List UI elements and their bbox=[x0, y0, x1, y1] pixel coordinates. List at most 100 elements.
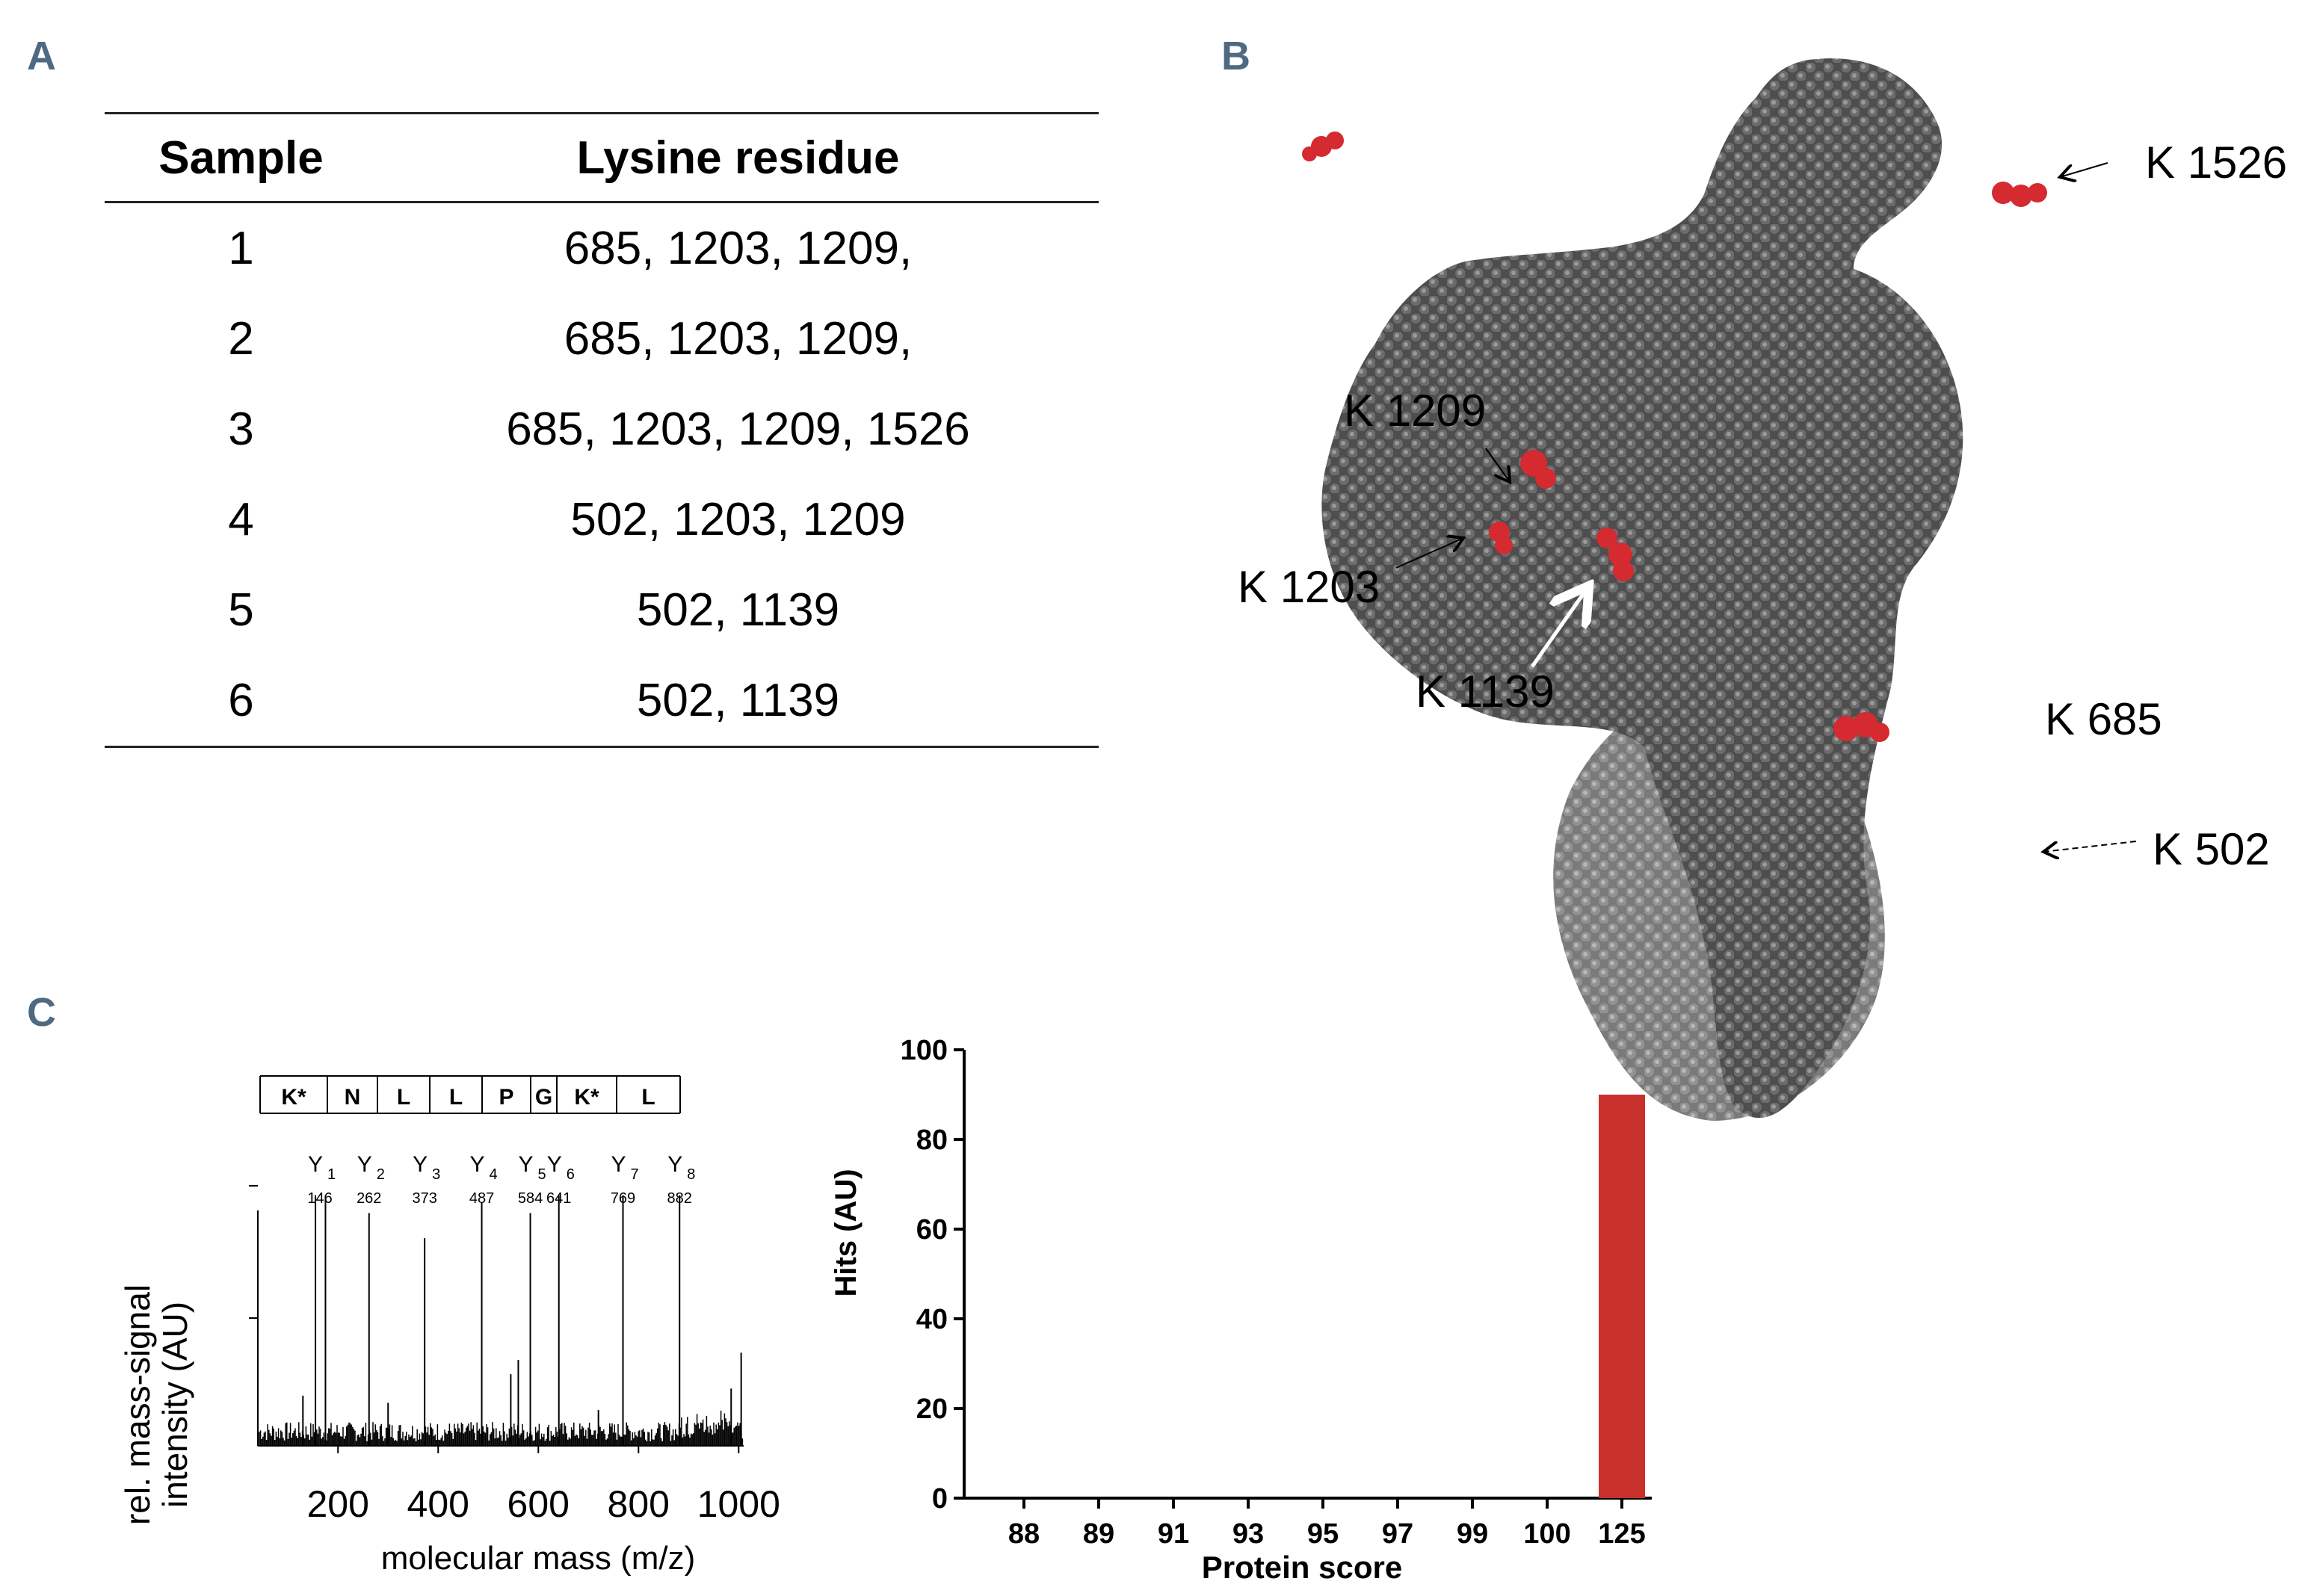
cell-sample: 5 bbox=[228, 584, 254, 636]
bar-x-axis: 88 89 91 93 95 97 99 100 125 bbox=[964, 1497, 1652, 1550]
cell-sample: 3 bbox=[228, 403, 254, 455]
cell-sample: 1 bbox=[228, 223, 254, 274]
table-row: 3 685, 1203, 1209, 1526 bbox=[105, 384, 1099, 474]
mass-spectrum: rel. mass-signal intensity (AU) K* N L L P G K… bbox=[118, 1075, 780, 1577]
y-ion-subscript: 5 bbox=[538, 1166, 546, 1183]
label-k502: K 502 bbox=[2153, 824, 2270, 874]
y-ion-label: Y bbox=[519, 1152, 534, 1177]
table-row: 6 502, 1139 bbox=[105, 655, 1099, 746]
bar-x-tick-label: 89 bbox=[1083, 1518, 1114, 1550]
label-k1526: K 1526 bbox=[2145, 137, 2287, 188]
protein-score-chart: Hits (AU) 0 20 40 60 80 100 88 89 91 93 95 97 99 100… bbox=[830, 1035, 1652, 1584]
y-ion-subscript: 7 bbox=[631, 1166, 639, 1183]
bar-y-tick-label: 100 bbox=[901, 1035, 948, 1066]
sequence-residue: L bbox=[449, 1085, 463, 1110]
label-k685: K 685 bbox=[2045, 694, 2162, 744]
y-ion-label: Y bbox=[357, 1152, 372, 1177]
protein-structure: K 1526 K 1209 K 1203 K 1139 K 685 K 502 bbox=[1238, 58, 2287, 1121]
label-k1209: K 1209 bbox=[1344, 386, 1486, 436]
y-ion-subscript: 2 bbox=[377, 1166, 385, 1183]
bar-x-tick-label: 95 bbox=[1307, 1518, 1339, 1550]
y-ion-label: Y bbox=[413, 1152, 428, 1177]
highlighted-lysines bbox=[1302, 132, 2047, 742]
spectrum-x-tick-label: 200 bbox=[306, 1483, 368, 1525]
y-ion-label: Y bbox=[308, 1152, 323, 1177]
y-ion-mass: 769 bbox=[611, 1190, 635, 1207]
y-ion-mass: 584 bbox=[518, 1190, 543, 1207]
bar-x-tick-label: 125 bbox=[1598, 1518, 1645, 1550]
bar-x-tick-label: 91 bbox=[1158, 1518, 1189, 1550]
bar-y-axis: 0 20 40 60 80 100 bbox=[901, 1035, 966, 1515]
bar-y-tick-label: 0 bbox=[932, 1483, 948, 1515]
peptide-sequence: K* N L L P G K* L bbox=[259, 1075, 681, 1114]
sequence-residue: L bbox=[397, 1085, 410, 1110]
label-k1139: K 1139 bbox=[1416, 666, 1555, 717]
cell-residues: 685, 1203, 1209, 1526 bbox=[506, 403, 970, 455]
table-row: 4 502, 1203, 1209 bbox=[105, 474, 1099, 565]
bar-y-tick-label: 40 bbox=[916, 1304, 948, 1335]
table-header-rule bbox=[105, 201, 1099, 203]
spectrum-x-tick-label: 600 bbox=[507, 1483, 570, 1525]
y-ion-label: Y bbox=[611, 1152, 626, 1177]
sequence-residue: N bbox=[345, 1085, 361, 1110]
y-ion-subscript: 6 bbox=[567, 1166, 575, 1183]
sequence-residue: G bbox=[535, 1085, 552, 1110]
table-row: 5 502, 1139 bbox=[105, 565, 1099, 655]
arrow-k1526 bbox=[2060, 162, 2108, 177]
y-ion-subscript: 3 bbox=[432, 1166, 440, 1183]
spectrum-ylabel-line1: rel. mass-signal bbox=[118, 1284, 157, 1525]
table-row: 2 685, 1203, 1209, bbox=[105, 294, 1099, 384]
y-ion-mass: 373 bbox=[412, 1190, 436, 1207]
y-ion-mass: 882 bbox=[667, 1190, 692, 1207]
bar-x-tick-label: 99 bbox=[1457, 1518, 1488, 1550]
spectrum-ylabel-line2: intensity (AU) bbox=[155, 1302, 194, 1508]
table-bottom-rule bbox=[105, 746, 1099, 748]
spectrum-x-tick-label: 1000 bbox=[697, 1483, 780, 1525]
y-ion-mass: 487 bbox=[469, 1190, 494, 1207]
bar-x-tick-label: 100 bbox=[1523, 1518, 1570, 1550]
bar-x-tick-label: 97 bbox=[1382, 1518, 1413, 1550]
y-ion-label: Y bbox=[470, 1152, 485, 1177]
y-ion-subscript: 8 bbox=[687, 1166, 695, 1183]
header-sample: Sample bbox=[158, 132, 324, 184]
panel-label-a: A bbox=[27, 34, 56, 78]
sequence-residue: L bbox=[641, 1085, 655, 1110]
spectrum-x-ticks: 200 400 600 800 1000 bbox=[306, 1446, 780, 1525]
spectrum-x-tick-label: 800 bbox=[608, 1483, 670, 1525]
y-ion-subscript: 4 bbox=[490, 1166, 498, 1183]
bar-x-tick-label: 93 bbox=[1232, 1518, 1264, 1550]
spectrum-noise bbox=[259, 1410, 744, 1446]
y-ion-label: Y bbox=[667, 1152, 682, 1177]
spectrum-peaks bbox=[302, 1195, 742, 1446]
sequence-residue: K* bbox=[281, 1085, 306, 1110]
cell-sample: 2 bbox=[228, 313, 254, 365]
cell-residues: 685, 1203, 1209, bbox=[564, 313, 913, 365]
bar-y-tick-label: 80 bbox=[916, 1125, 948, 1156]
y-ion-mass: 262 bbox=[357, 1190, 381, 1207]
bar-y-tick-label: 20 bbox=[916, 1394, 948, 1425]
y-ion-label: Y bbox=[547, 1152, 562, 1177]
cell-residues: 502, 1139 bbox=[636, 584, 840, 636]
table-row: 1 685, 1203, 1209, bbox=[105, 203, 1099, 294]
arrow-k1139 bbox=[1530, 586, 1589, 668]
cell-residues: 502, 1203, 1209 bbox=[570, 494, 906, 545]
arrow-k502 bbox=[2043, 841, 2137, 852]
main-domain bbox=[1321, 58, 1963, 1119]
sequence-residue: K* bbox=[574, 1085, 599, 1110]
bar-ylabel: Hits (AU) bbox=[830, 1169, 863, 1296]
panel-label-b: B bbox=[1221, 34, 1250, 78]
bar-series bbox=[1599, 1095, 1645, 1498]
arrow-k1209 bbox=[1485, 448, 1510, 482]
lysine-table: Sample Lysine residue 1 685, 1203, 1209,… bbox=[105, 112, 1099, 748]
spectrum-x-tick-label: 400 bbox=[407, 1483, 469, 1525]
bar-xlabel: Protein score bbox=[1202, 1550, 1402, 1584]
panel-label-c: C bbox=[27, 990, 56, 1035]
arrow-k1203 bbox=[1395, 538, 1463, 569]
bar-y-tick-label: 60 bbox=[916, 1214, 948, 1246]
cell-residues: 502, 1139 bbox=[636, 675, 840, 726]
table-top-rule bbox=[105, 112, 1099, 114]
bar-125 bbox=[1599, 1095, 1645, 1498]
header-lysine-residue: Lysine residue bbox=[576, 132, 900, 184]
sequence-residue: P bbox=[499, 1085, 513, 1110]
